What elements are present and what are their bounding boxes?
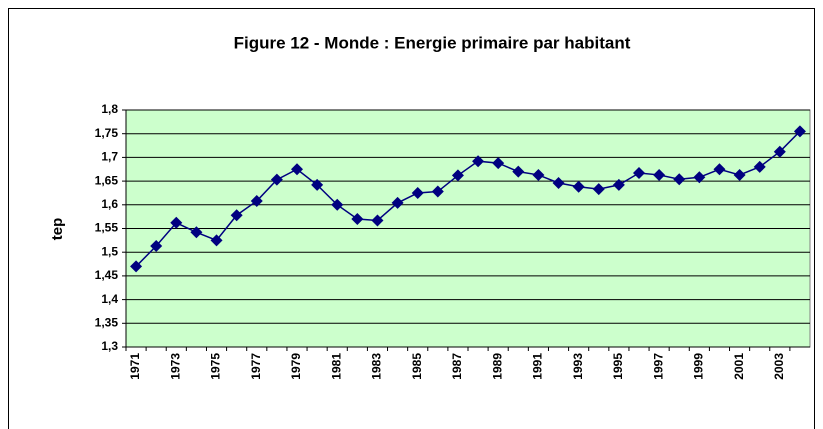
marker	[673, 173, 686, 186]
marker	[472, 155, 485, 168]
chart-title: Figure 12 - Monde : Energie primaire par…	[234, 33, 631, 52]
marker	[773, 145, 786, 158]
marker	[512, 165, 525, 178]
y-tick-label: 1,55	[95, 221, 119, 235]
marker	[532, 168, 545, 181]
x-tick-label: 1987	[450, 353, 464, 380]
marker	[250, 195, 263, 208]
x-tick-label: 1971	[128, 353, 142, 380]
marker	[733, 168, 746, 181]
marker	[351, 213, 364, 226]
y-tick-label: 1,65	[95, 173, 119, 187]
x-tick-label: 1975	[209, 353, 223, 380]
y-axis-label: tep	[49, 218, 66, 241]
x-tick-label: 1973	[168, 353, 182, 380]
marker	[130, 260, 143, 273]
x-tick-label: 1995	[611, 353, 625, 380]
x-tick-label: 1981	[329, 353, 343, 380]
x-tick-label: 2003	[772, 353, 786, 380]
x-tick-label: 1977	[249, 353, 263, 380]
x-tick-label: 1997	[651, 353, 665, 380]
marker	[492, 157, 505, 170]
marker	[451, 169, 464, 182]
marker	[391, 196, 404, 209]
x-tick-label: 1979	[289, 353, 303, 380]
marker	[552, 176, 565, 189]
marker	[633, 167, 645, 180]
line	[135, 130, 801, 267]
x-tick-label: 1993	[571, 353, 585, 380]
y-tick-label: 1,6	[101, 197, 118, 211]
marker	[371, 214, 384, 227]
y-tick-label: 1,35	[95, 315, 119, 329]
marker	[713, 163, 726, 176]
y-tick-label: 1,45	[95, 268, 119, 282]
marker	[572, 180, 585, 193]
y-tick-label: 1,4	[101, 292, 118, 306]
marker	[693, 171, 706, 184]
y-tick-label: 1,3	[101, 339, 118, 353]
x-tick-label: 1991	[531, 353, 545, 380]
x-tick-label: 2001	[732, 353, 746, 380]
marker	[230, 209, 243, 222]
marker	[411, 186, 424, 199]
marker	[210, 234, 223, 247]
marker	[753, 160, 766, 173]
marker	[291, 163, 303, 176]
x-tick-label: 1989	[490, 353, 504, 380]
marker	[331, 198, 344, 211]
marker	[592, 183, 605, 196]
marker	[170, 216, 183, 229]
y-tick-label: 1,7	[101, 150, 118, 164]
y-tick-label: 1,75	[95, 126, 119, 140]
y-tick-label: 1,8	[101, 102, 118, 116]
marker	[431, 185, 444, 198]
marker	[653, 168, 666, 181]
marker	[190, 226, 203, 239]
x-tick-label: 1999	[692, 353, 706, 380]
x-tick-label: 1983	[370, 353, 384, 380]
marker	[270, 173, 283, 186]
y-tick-label: 1,5	[101, 244, 118, 258]
x-tick-label: 1985	[410, 353, 424, 380]
marker	[311, 178, 324, 191]
marker	[793, 125, 806, 138]
marker	[612, 178, 625, 191]
marker	[150, 240, 163, 253]
